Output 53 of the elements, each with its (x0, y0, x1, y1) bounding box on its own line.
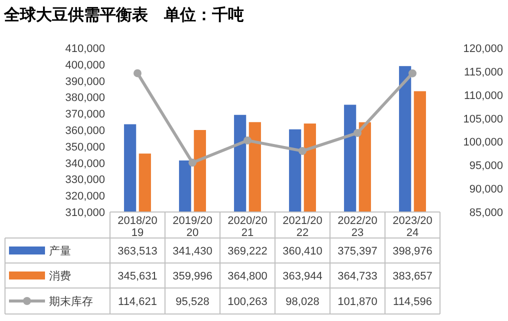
data-label: 345,631 (118, 270, 158, 282)
y2-tick-label: 105,000 (463, 113, 503, 126)
point (134, 69, 142, 78)
data-label: 95,528 (176, 296, 210, 308)
data-label: 114,621 (118, 296, 157, 308)
chart-title: 全球大豆供需平衡表 单位：千吨 (3, 6, 244, 24)
data-label: 114,596 (393, 296, 432, 308)
data-label: 364,733 (338, 270, 378, 282)
y2-tick-label: 110,000 (464, 90, 503, 102)
y-tick-label: 380,000 (65, 92, 105, 104)
point (408, 69, 416, 78)
y-tick-label: 360,000 (65, 125, 105, 137)
y2-tick-label: 90,000 (469, 184, 503, 196)
data-label: 363,944 (282, 270, 322, 282)
data-label: 363,513 (118, 246, 158, 258)
point (188, 158, 196, 167)
x-tick-label: 2019/2020 (172, 215, 212, 239)
y-tick-label: 410,000 (65, 43, 105, 55)
x-tick-label: 2020/2021 (228, 215, 268, 239)
data-label: 341,430 (172, 246, 212, 258)
data-label: 98,028 (286, 296, 320, 308)
x-tick-label: 2021/2022 (282, 215, 322, 239)
legend-label: 消费 (49, 270, 71, 282)
y-tick-label: 320,000 (65, 190, 105, 203)
legend-label: 期末库存 (49, 295, 93, 308)
data-label: 383,657 (392, 270, 432, 282)
data-label: 100,263 (228, 296, 268, 308)
data-label: 369,222 (228, 246, 268, 258)
data-label: 360,410 (282, 246, 322, 258)
y-tick-label: 370,000 (65, 108, 105, 121)
y-tick-label: 350,000 (65, 141, 105, 154)
y-tick-label: 400,000 (65, 59, 105, 72)
data-label: 375,397 (338, 246, 378, 258)
x-tick-label: 2023/2024 (392, 215, 432, 239)
y-tick-label: 390,000 (65, 76, 105, 88)
y2-tick-label: 115,000 (464, 66, 503, 78)
y-tick-label: 330,000 (65, 174, 105, 186)
y2-tick-label: 100,000 (463, 136, 503, 149)
data-label: 359,996 (172, 270, 212, 282)
y-tick-label: 340,000 (65, 158, 105, 170)
data-label: 101,870 (338, 296, 378, 308)
point (244, 136, 252, 144)
y-tick-label: 310,000 (65, 207, 105, 219)
x-tick-label: 2018/2019 (118, 215, 158, 239)
y2-tick-label: 120,000 (463, 43, 503, 55)
data-label: 398,976 (392, 246, 432, 258)
point (354, 128, 362, 137)
y2-tick-label: 85,000 (469, 207, 503, 219)
legend-label: 产量 (49, 244, 71, 258)
data-label: 364,800 (228, 270, 268, 282)
point (298, 146, 306, 155)
x-tick-label: 2022/2023 (338, 215, 378, 239)
y2-tick-label: 95,000 (469, 160, 503, 172)
